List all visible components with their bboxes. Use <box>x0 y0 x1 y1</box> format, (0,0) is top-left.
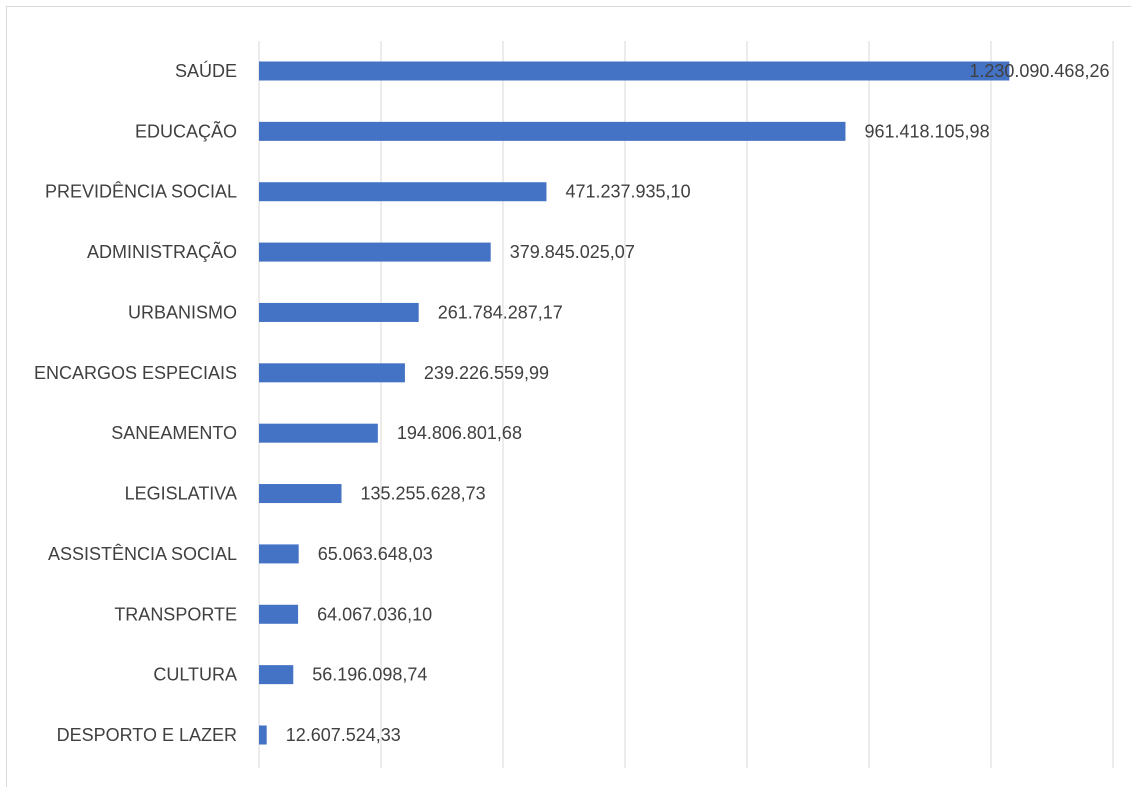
category-label: DESPORTO E LAZER <box>57 725 237 745</box>
bars <box>259 61 1010 745</box>
bar-0 <box>259 61 1010 81</box>
category-label: ASSISTÊNCIA SOCIAL <box>48 544 237 564</box>
category-labels: SAÚDE EDUCAÇÃO PREVIDÊNCIA SOCIAL ADMINISTR… <box>34 60 237 745</box>
category-label: ADMINISTRAÇÃO <box>87 241 237 262</box>
value-label: 65.063.648,03 <box>318 544 433 564</box>
category-label: EDUCAÇÃO <box>135 120 237 141</box>
value-label: 64.067.036,10 <box>317 604 432 624</box>
bar-8 <box>259 544 299 564</box>
category-label: URBANISMO <box>128 302 237 322</box>
bar-6 <box>259 423 378 443</box>
bar-2 <box>259 182 547 202</box>
value-label: 135.255.628,73 <box>361 484 486 504</box>
category-label: ENCARGOS ESPECIAIS <box>34 363 237 383</box>
bar-5 <box>259 363 405 383</box>
category-label: SANEAMENTO <box>111 423 237 443</box>
category-label: LEGISLATIVA <box>125 484 237 504</box>
bar-7 <box>259 484 342 504</box>
bar-4 <box>259 302 419 322</box>
value-label: 239.226.559,99 <box>424 363 549 383</box>
value-label: 261.784.287,17 <box>438 302 563 322</box>
bar-9 <box>259 604 299 624</box>
gridlines <box>258 41 1114 768</box>
bar-11 <box>259 725 267 745</box>
category-label: TRANSPORTE <box>114 604 237 624</box>
chart-frame <box>6 6 1131 787</box>
value-label: 379.845.025,07 <box>510 242 635 262</box>
bar-3 <box>259 242 491 262</box>
category-label: PREVIDÊNCIA SOCIAL <box>45 182 237 202</box>
value-label: 961.418.105,98 <box>864 121 989 141</box>
value-labels: 1.230.090.468,26 961.418.105,98 471.237.93… <box>286 61 1110 745</box>
category-label: SAÚDE <box>175 60 237 81</box>
value-label: 1.230.090.468,26 <box>969 61 1109 81</box>
value-label: 56.196.098,74 <box>312 665 427 685</box>
bar-1 <box>259 121 846 141</box>
bar-10 <box>259 665 294 685</box>
value-label: 194.806.801,68 <box>397 423 522 443</box>
value-label: 12.607.524,33 <box>286 725 401 745</box>
category-label: CULTURA <box>153 665 237 685</box>
value-label: 471.237.935,10 <box>565 182 690 202</box>
